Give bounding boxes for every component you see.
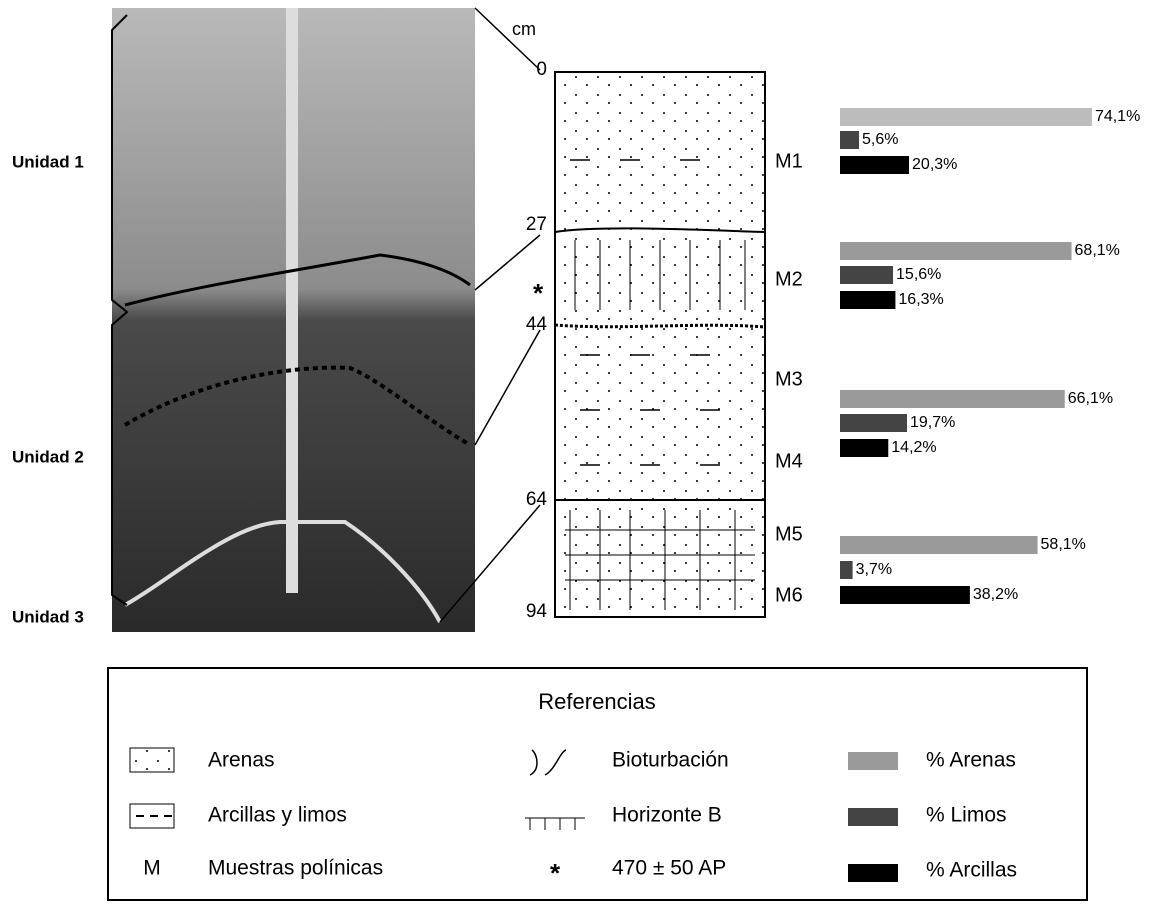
value-label: 15,6% [896,266,941,283]
value-label: 16,3% [898,291,943,308]
value-label: 74,1% [1095,108,1140,125]
sample-label: M2 [775,268,803,290]
value-label: 58,1% [1041,536,1086,553]
dating-mark: * [533,278,544,308]
bar [840,156,909,174]
bar [840,266,893,284]
unit-label: Unidad 2 [12,447,84,466]
depth-label: 44 [526,314,548,335]
depth-label: 27 [526,214,547,235]
legend-item: % Limos [926,804,1007,827]
sample-label: M6 [775,584,803,606]
sample-label: M1 [775,150,803,172]
sample-label: M5 [775,523,803,545]
legend-item: Horizonte B [612,804,722,827]
value-label: 20,3% [912,156,957,173]
legend-item: Muestras polínicas [208,857,383,880]
legend-item: Bioturbación [612,749,729,772]
bar [840,131,859,149]
figure: Unidad 1Unidad 2Unidad 3cm027446494*M1M2… [0,0,1172,901]
value-label: 14,2% [891,439,936,456]
bar [840,439,888,457]
legend-item: % Arcillas [926,859,1017,882]
legend-symbol: M [143,857,161,880]
value-label: 19,7% [910,414,955,431]
bar [840,561,853,579]
value-label: 38,2% [973,586,1018,603]
bar [840,108,1092,126]
legend-item: Arcillas y limos [208,804,347,827]
column [555,72,765,617]
bar [840,414,907,432]
value-label: 66,1% [1068,390,1113,407]
unit-label: Unidad 3 [12,607,84,626]
bar [840,291,895,309]
legend-title: Referencias [538,689,655,714]
unit-label: Unidad 1 [12,152,84,171]
bar [840,390,1065,408]
legend-symbol: * [550,858,561,888]
value-label: 68,1% [1075,242,1120,259]
depth-label: 64 [526,489,548,510]
bar [840,242,1072,260]
depth-label: 0 [536,59,547,80]
depth-label: 94 [526,601,548,622]
value-label: 3,7% [856,561,892,578]
photo [112,8,540,632]
legend-item: % Arenas [926,749,1016,772]
bar [840,536,1038,554]
bar [840,586,970,604]
legend-item: 470 ± 50 AP [612,857,726,880]
sample-label: M4 [775,450,803,472]
sample-label: M3 [775,368,803,390]
depth-unit: cm [512,19,536,39]
value-label: 5,6% [862,131,898,148]
legend-item: Arenas [208,749,275,772]
